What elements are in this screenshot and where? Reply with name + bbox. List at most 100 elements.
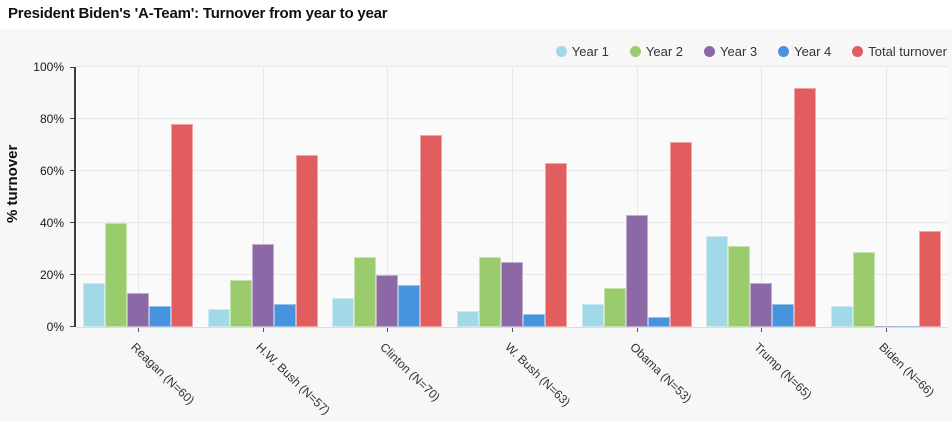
bar-year-3[interactable] [127, 293, 150, 327]
bar-year-2[interactable] [354, 257, 377, 327]
bar-total-turnover[interactable] [794, 88, 817, 327]
bar-year-1[interactable] [207, 309, 230, 327]
bar-year-4[interactable] [273, 304, 296, 327]
legend-swatch-icon [629, 46, 641, 57]
plot-area: 0% 20% 40% 60% 80% 100% Reagan (N=60) H.W. Bush… [33, 60, 948, 417]
bar-year-4[interactable] [772, 304, 795, 327]
bar-year-4[interactable] [522, 314, 545, 327]
x-axis-label: Biden (N=66) [875, 340, 937, 400]
y-tick-label: 0% [46, 320, 64, 334]
bar-year-1[interactable] [332, 298, 355, 327]
x-axis-line [76, 327, 948, 328]
chart-area: Year 1 Year 2 Year 3 Year 4 Total turnover %… [0, 29, 952, 421]
y-axis-line [74, 67, 76, 327]
y-tick-mark [70, 326, 74, 327]
bars-container [823, 67, 948, 327]
bar-year-2[interactable] [603, 288, 626, 327]
legend-swatch-icon [555, 46, 567, 57]
bars-container [450, 67, 575, 327]
bar-group-clinton: Clinton (N=70) [325, 67, 450, 404]
bar-total-turnover[interactable] [918, 231, 941, 327]
x-tick-mark [511, 328, 513, 332]
bar-year-3[interactable] [625, 215, 648, 327]
x-axis-label: H.W. Bush (N=57) [253, 340, 333, 418]
legend-swatch-icon [778, 46, 790, 57]
legend-item-year-1[interactable]: Year 1 [555, 44, 609, 59]
bar-total-turnover[interactable] [669, 142, 692, 327]
bar-year-4[interactable] [896, 326, 919, 327]
bar-year-1[interactable] [456, 311, 479, 327]
gridline-vertical [511, 67, 513, 327]
legend-label: Year 1 [571, 44, 609, 59]
bar-year-3[interactable] [376, 275, 399, 327]
y-tick-mark [70, 222, 74, 223]
legend-item-year-2[interactable]: Year 2 [629, 44, 684, 59]
y-tick-label: 80% [39, 112, 64, 126]
bars-container [574, 67, 699, 327]
bar-group-hw: H.W. Bush (N=57) [201, 67, 333, 417]
legend-swatch-icon [704, 46, 716, 57]
bar-group-trump: Trump (N=65) [699, 67, 824, 402]
gridline-horizontal [76, 66, 948, 67]
bar-total-turnover[interactable] [295, 155, 318, 327]
x-tick-mark [636, 328, 638, 332]
bar-year-3[interactable] [251, 244, 274, 327]
bar-year-3[interactable] [874, 326, 897, 327]
x-tick-mark [761, 328, 763, 332]
y-tick-label: 40% [39, 216, 64, 230]
bar-year-2[interactable] [478, 257, 501, 327]
bar-year-1[interactable] [83, 283, 106, 327]
x-tick-mark [387, 328, 389, 332]
title-bar: President Biden's 'A-Team': Turnover fro… [0, 0, 952, 29]
x-axis-label: Clinton (N=70) [377, 340, 444, 405]
bars-container [325, 67, 450, 327]
bar-year-1[interactable] [706, 236, 729, 327]
legend-label: Year 2 [645, 44, 684, 59]
bar-total-turnover[interactable] [171, 124, 194, 327]
bar-group-biden: Biden (N=66) [823, 67, 948, 399]
x-axis-label: W. Bush (N=63) [502, 340, 574, 410]
bar-year-1[interactable] [581, 304, 604, 327]
legend-label: Year 3 [720, 44, 758, 59]
gridline-vertical [262, 67, 264, 327]
legend-item-year-4[interactable]: Year 4 [778, 44, 831, 59]
bar-year-3[interactable] [750, 283, 773, 327]
x-tick-mark [262, 328, 264, 332]
x-axis-label: Obama (N=53) [626, 340, 694, 406]
bars-container [76, 67, 201, 327]
gridline-vertical [138, 67, 140, 327]
bar-year-4[interactable] [149, 306, 172, 327]
y-tick-label: 100% [33, 60, 64, 74]
legend-item-total-turnover[interactable]: Total turnover [852, 44, 947, 59]
gridline-vertical [387, 67, 389, 327]
legend: Year 1 Year 2 Year 3 Year 4 Total turnover [555, 44, 947, 59]
gridline-vertical [761, 67, 763, 327]
y-tick-label: 60% [39, 164, 64, 178]
legend-label: Year 4 [794, 44, 832, 59]
bar-total-turnover[interactable] [544, 163, 567, 327]
bars-container [699, 67, 824, 327]
bar-year-3[interactable] [500, 262, 523, 327]
bar-year-2[interactable] [105, 223, 128, 327]
y-tick-mark [70, 118, 74, 119]
bar-year-4[interactable] [647, 317, 670, 327]
x-axis-label: Trump (N=65) [751, 340, 815, 402]
legend-item-year-3[interactable]: Year 3 [704, 44, 757, 59]
bar-year-1[interactable] [830, 306, 853, 327]
legend-swatch-icon [852, 46, 864, 57]
bar-year-2[interactable] [852, 252, 875, 327]
bar-group-obama: Obama (N=53) [574, 67, 699, 405]
y-tick-mark [70, 170, 74, 171]
bar-group-reagan: Reagan (N=60) [76, 67, 201, 407]
chart-title: President Biden's 'A-Team': Turnover fro… [8, 5, 388, 22]
x-tick-mark [885, 328, 887, 332]
bar-year-2[interactable] [728, 246, 751, 327]
bar-year-2[interactable] [229, 280, 252, 327]
y-tick-mark [70, 67, 74, 68]
gridline-vertical [636, 67, 638, 327]
y-tick-label: 20% [39, 268, 64, 282]
legend-label: Total turnover [868, 44, 947, 59]
x-tick-mark [138, 328, 140, 332]
bar-year-4[interactable] [398, 285, 421, 327]
bar-total-turnover[interactable] [420, 135, 443, 327]
